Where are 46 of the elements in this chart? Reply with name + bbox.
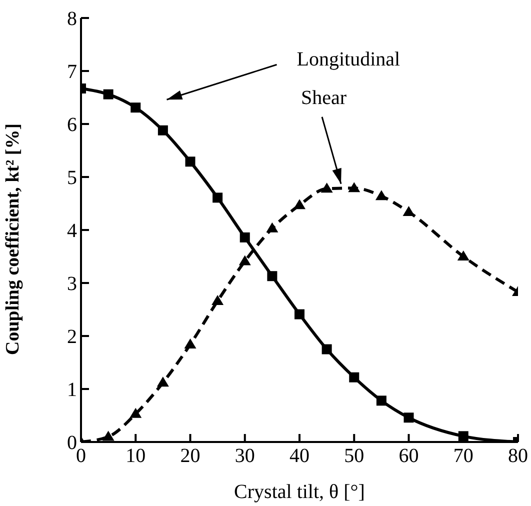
- point: [156, 376, 169, 387]
- y-tick-label: 7: [67, 61, 77, 84]
- y-tick-label: 1: [67, 379, 77, 402]
- y-tick-label: 4: [67, 220, 77, 242]
- y-tick-label: 8: [67, 8, 77, 30]
- y-tick-label: 3: [67, 273, 77, 296]
- x-tick-label: 30: [234, 445, 255, 468]
- point: [348, 182, 360, 192]
- point: [457, 250, 470, 260]
- x-tick-label: 10: [126, 445, 146, 468]
- point: [320, 182, 333, 193]
- point: [102, 430, 114, 441]
- x-tick-label: 40: [290, 445, 310, 468]
- point: [375, 190, 388, 200]
- y-axis-title: Coupling coefficient, kt² [%]: [2, 123, 24, 355]
- point: [130, 102, 141, 113]
- point: [185, 156, 196, 167]
- x-tick-label: 60: [398, 445, 419, 468]
- y-tick-label: 5: [67, 167, 77, 190]
- point: [238, 255, 251, 266]
- y-tick-label: 2: [67, 326, 77, 348]
- y-tick-label: 6: [67, 114, 77, 136]
- annotation: Longitudinal: [296, 48, 401, 71]
- point: [376, 396, 386, 406]
- point: [240, 232, 250, 242]
- point: [267, 271, 278, 282]
- point: [266, 222, 278, 232]
- point: [212, 192, 223, 203]
- x-axis-title: Crystal tilt, θ [°]: [234, 481, 365, 503]
- point: [130, 408, 142, 418]
- point: [294, 199, 306, 210]
- point: [158, 125, 168, 136]
- x-tick-label: 20: [180, 445, 200, 468]
- point: [458, 431, 468, 442]
- x-tick-label: 50: [344, 445, 364, 468]
- point: [404, 412, 414, 423]
- point: [103, 89, 114, 100]
- point: [212, 295, 224, 306]
- point: [294, 309, 304, 320]
- annotation: Shear: [301, 86, 347, 109]
- x-tick-label: 80: [508, 445, 528, 468]
- x-tick-label: 70: [453, 445, 474, 468]
- point: [184, 338, 196, 348]
- point: [349, 372, 360, 382]
- point: [322, 344, 332, 354]
- point: [402, 206, 415, 216]
